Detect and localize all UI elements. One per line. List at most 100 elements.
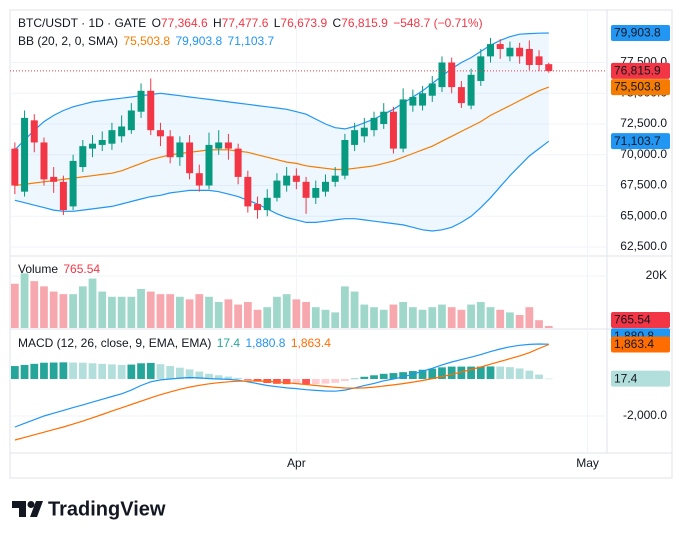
candle-body xyxy=(496,44,504,49)
volume-bar xyxy=(156,294,165,328)
x-tick-label: May xyxy=(576,456,599,470)
volume-bar xyxy=(282,294,291,328)
histogram-bar xyxy=(108,364,116,379)
candle-body xyxy=(487,44,495,57)
histogram-bar xyxy=(544,378,553,380)
histogram-bar xyxy=(467,366,475,379)
volume-bar xyxy=(195,294,204,328)
candle-body xyxy=(516,47,524,57)
candle-body xyxy=(156,130,164,137)
volume-bar xyxy=(185,299,194,328)
price-badge xyxy=(611,24,670,41)
candle-body xyxy=(215,142,223,149)
candle-body xyxy=(79,146,87,168)
volume-bar xyxy=(117,296,126,328)
candle-body xyxy=(263,197,271,211)
histogram-bar xyxy=(515,368,524,379)
candle-body xyxy=(419,93,427,106)
volume-bar xyxy=(457,309,466,328)
y-tick-label: 65,000.0 xyxy=(620,208,667,222)
macd-value: 17.4 xyxy=(217,336,241,350)
candle-body xyxy=(205,144,213,186)
candle-body xyxy=(351,130,359,145)
price-badge-label: 765.54 xyxy=(614,313,651,327)
volume-bar xyxy=(486,307,495,328)
volume-bar xyxy=(214,301,223,328)
candle-body xyxy=(69,160,77,207)
histogram-bar xyxy=(10,366,19,379)
field-key: O xyxy=(152,16,161,30)
x-tick-label: Apr xyxy=(287,456,306,470)
macd-value: 1,880.8 xyxy=(245,336,285,350)
volume-bar xyxy=(273,296,281,328)
candle-body xyxy=(477,56,485,81)
logo-mark xyxy=(30,501,43,517)
histogram-bar xyxy=(457,366,466,379)
volume-value: 765.54 xyxy=(63,262,100,276)
volume-bar xyxy=(379,309,388,328)
candle-body xyxy=(118,126,126,137)
candle-body xyxy=(341,140,349,176)
histogram-bar xyxy=(350,378,359,380)
volume-bar xyxy=(78,286,87,328)
histogram-bar xyxy=(224,376,233,379)
band-fill xyxy=(14,33,549,231)
band-line xyxy=(14,32,549,151)
candle-body xyxy=(89,143,97,149)
volume-bar xyxy=(535,320,543,328)
candle-body xyxy=(40,142,48,180)
volume-bar xyxy=(292,299,301,328)
histogram-bar xyxy=(146,362,155,379)
candle-body xyxy=(321,181,329,192)
price-badge-label: 1,863.4 xyxy=(614,337,654,351)
candle-body xyxy=(283,175,291,186)
price-badge xyxy=(611,62,670,79)
histogram-bar xyxy=(282,378,291,385)
price-badge xyxy=(611,336,670,353)
volume-bar xyxy=(10,283,19,328)
histogram-bar xyxy=(370,375,378,379)
volume-bar xyxy=(467,304,475,328)
candle-body xyxy=(147,90,155,131)
price-badge xyxy=(611,133,670,150)
band-line xyxy=(14,140,550,232)
volume-bar xyxy=(331,312,340,328)
candle-body xyxy=(137,90,145,112)
volume-bar xyxy=(234,304,243,328)
volume-bar xyxy=(506,312,514,328)
histogram-bar xyxy=(525,370,534,379)
candle-body xyxy=(273,180,281,198)
volume-bar xyxy=(175,296,184,328)
volume-bar xyxy=(302,301,310,328)
histogram-bar xyxy=(156,364,165,379)
candle-body xyxy=(438,62,446,88)
histogram-bar xyxy=(137,363,145,379)
candle-body xyxy=(399,99,407,149)
histogram-bar xyxy=(311,378,320,384)
candle-body xyxy=(525,48,533,65)
candle-body xyxy=(254,203,262,211)
histogram-bar xyxy=(88,363,97,379)
volume-bar xyxy=(59,294,68,328)
volume-bar xyxy=(253,309,262,328)
price-badge xyxy=(611,312,670,328)
volume-bar xyxy=(49,291,58,328)
chart-frame xyxy=(9,9,673,479)
volume-bar xyxy=(98,291,107,328)
field-value: 77,364.6 xyxy=(161,16,208,30)
candle-body xyxy=(545,64,553,71)
overlay-value: 75,503.8 xyxy=(123,34,170,48)
price-badge xyxy=(611,370,670,387)
candle-body xyxy=(506,47,514,57)
candle-body xyxy=(166,136,174,158)
field-value: 76,815.9 xyxy=(341,16,388,30)
field-value: 76,673.9 xyxy=(280,16,327,30)
histogram-bar xyxy=(127,364,136,379)
histogram-bar xyxy=(341,378,349,382)
band-line xyxy=(14,86,550,187)
histogram-bar xyxy=(418,369,427,379)
histogram-bar xyxy=(195,371,204,379)
histogram-bar xyxy=(98,363,107,379)
